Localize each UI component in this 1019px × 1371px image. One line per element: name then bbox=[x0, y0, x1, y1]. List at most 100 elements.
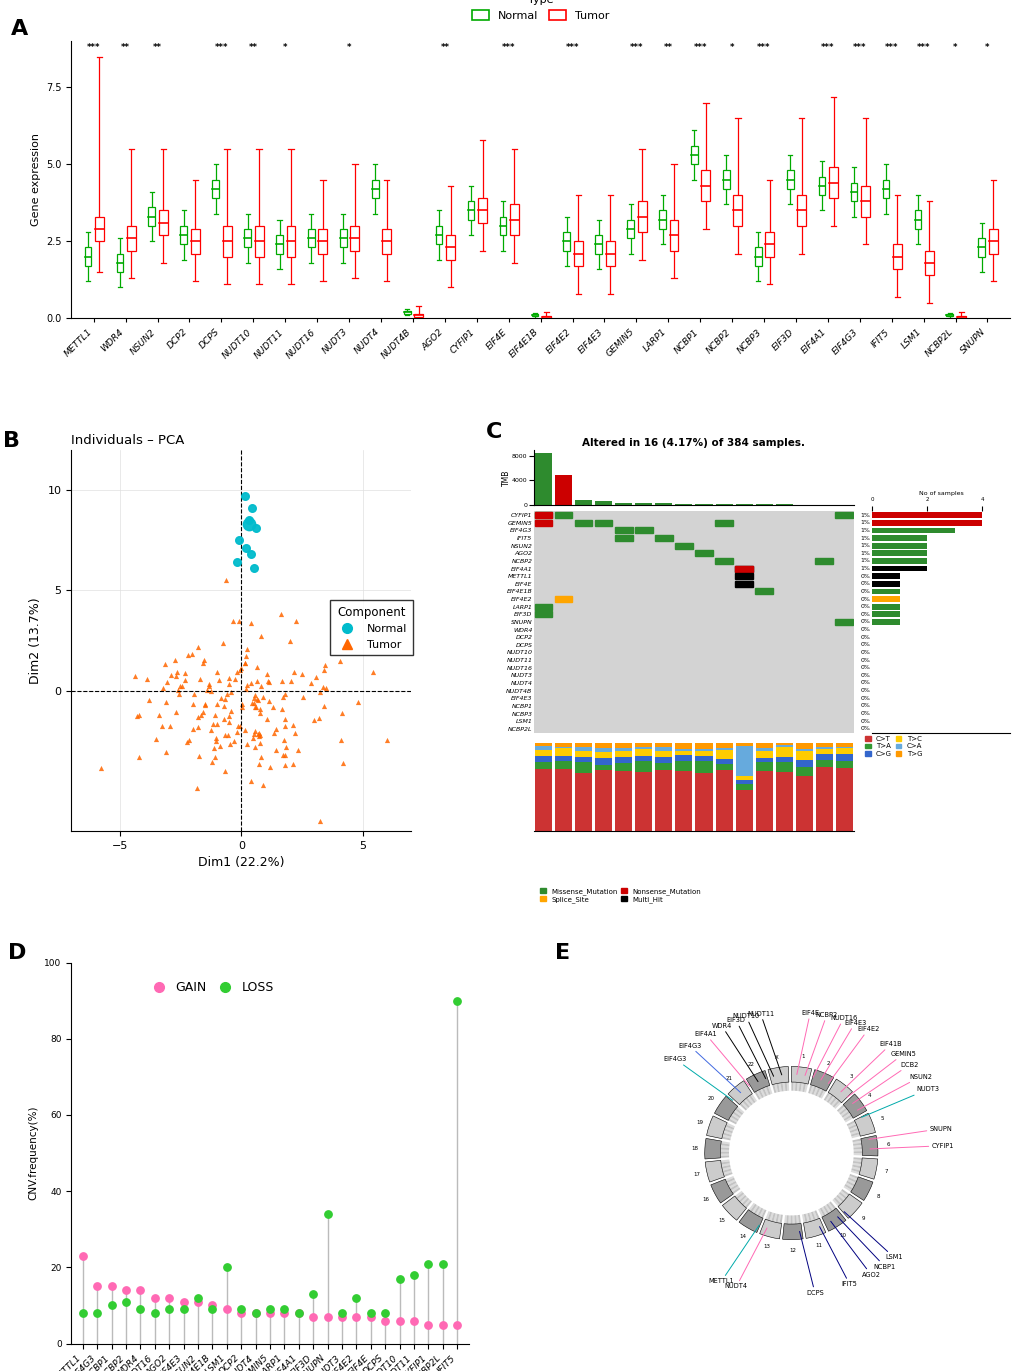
Wedge shape bbox=[731, 1113, 739, 1120]
Wedge shape bbox=[853, 1145, 861, 1148]
Point bbox=[130, 746, 147, 768]
Bar bbox=[946, 314, 952, 317]
Text: 1%: 1% bbox=[859, 520, 869, 525]
Bar bbox=[614, 764, 632, 771]
Text: NCBP2: NCBP2 bbox=[804, 1012, 838, 1075]
Bar bbox=[675, 543, 692, 548]
Point bbox=[236, 651, 253, 673]
Point bbox=[434, 1253, 450, 1275]
Point bbox=[154, 714, 170, 736]
Text: EIF41B: EIF41B bbox=[840, 1041, 902, 1091]
Point bbox=[246, 723, 262, 744]
Y-axis label: Gene expression: Gene expression bbox=[31, 133, 41, 226]
Bar bbox=[786, 170, 793, 189]
Point bbox=[275, 686, 291, 707]
Wedge shape bbox=[754, 1091, 760, 1100]
Bar bbox=[871, 588, 899, 594]
Text: 6: 6 bbox=[886, 1142, 889, 1148]
Point bbox=[448, 990, 465, 1012]
Bar bbox=[828, 167, 838, 199]
Wedge shape bbox=[736, 1193, 743, 1200]
Point bbox=[248, 1302, 264, 1324]
Wedge shape bbox=[748, 1202, 754, 1211]
Bar bbox=[701, 170, 709, 202]
Point bbox=[315, 659, 331, 681]
Point bbox=[229, 661, 246, 683]
Text: NUDT4: NUDT4 bbox=[725, 1228, 766, 1290]
Point bbox=[243, 543, 259, 565]
Wedge shape bbox=[788, 1215, 790, 1224]
Bar bbox=[212, 180, 219, 199]
Wedge shape bbox=[771, 1084, 775, 1093]
Point bbox=[130, 703, 147, 725]
Bar bbox=[635, 747, 652, 750]
Point bbox=[197, 694, 213, 716]
Wedge shape bbox=[719, 1152, 729, 1153]
Bar bbox=[835, 768, 852, 831]
Bar bbox=[499, 217, 505, 234]
Wedge shape bbox=[828, 1201, 836, 1209]
Text: ***: *** bbox=[87, 43, 101, 52]
Text: 0%: 0% bbox=[859, 573, 869, 579]
Point bbox=[231, 610, 248, 632]
Point bbox=[227, 668, 244, 690]
Bar bbox=[695, 743, 712, 749]
Wedge shape bbox=[748, 1095, 755, 1104]
Point bbox=[221, 673, 237, 695]
Wedge shape bbox=[844, 1185, 852, 1190]
Wedge shape bbox=[732, 1112, 740, 1117]
Wedge shape bbox=[802, 1083, 805, 1093]
Wedge shape bbox=[767, 1067, 788, 1084]
Point bbox=[448, 1313, 465, 1335]
Wedge shape bbox=[775, 1083, 780, 1093]
Point bbox=[262, 1302, 278, 1324]
Bar bbox=[655, 503, 672, 505]
Point bbox=[276, 1302, 292, 1324]
Point bbox=[181, 728, 198, 750]
Bar bbox=[774, 743, 792, 746]
Bar bbox=[835, 761, 852, 768]
Text: DCB2: DCB2 bbox=[852, 1061, 918, 1104]
Wedge shape bbox=[765, 1086, 770, 1095]
Text: **: ** bbox=[663, 43, 673, 52]
Bar bbox=[286, 226, 296, 256]
Bar bbox=[222, 226, 231, 256]
Text: 10: 10 bbox=[839, 1233, 846, 1238]
Point bbox=[240, 509, 257, 531]
Point bbox=[305, 1283, 321, 1305]
Point bbox=[319, 1307, 335, 1328]
Text: **: ** bbox=[249, 43, 258, 52]
Bar bbox=[835, 749, 852, 754]
Wedge shape bbox=[782, 1223, 802, 1239]
Bar bbox=[534, 603, 552, 610]
Wedge shape bbox=[719, 1156, 729, 1158]
Point bbox=[220, 705, 236, 727]
Point bbox=[216, 688, 232, 710]
Point bbox=[224, 610, 240, 632]
Bar bbox=[714, 558, 732, 563]
Bar bbox=[85, 247, 92, 266]
Bar bbox=[735, 573, 752, 579]
Text: ***: *** bbox=[214, 43, 228, 52]
Text: 0%: 0% bbox=[859, 680, 869, 686]
Bar bbox=[914, 211, 920, 229]
Text: 12: 12 bbox=[789, 1248, 796, 1253]
Point bbox=[190, 636, 206, 658]
Bar bbox=[535, 769, 551, 831]
Point bbox=[244, 692, 260, 714]
Point bbox=[176, 662, 193, 684]
Bar bbox=[535, 452, 551, 505]
Wedge shape bbox=[726, 1178, 734, 1183]
Wedge shape bbox=[782, 1082, 785, 1091]
Point bbox=[273, 670, 289, 692]
Bar bbox=[871, 581, 899, 587]
Bar bbox=[595, 502, 611, 505]
Text: *: * bbox=[346, 43, 351, 52]
Wedge shape bbox=[774, 1213, 779, 1223]
Bar bbox=[382, 229, 391, 254]
Wedge shape bbox=[848, 1126, 857, 1131]
Point bbox=[212, 687, 228, 709]
Bar bbox=[605, 241, 614, 266]
Wedge shape bbox=[725, 1127, 733, 1131]
Text: CYFIP1: CYFIP1 bbox=[869, 1142, 953, 1149]
